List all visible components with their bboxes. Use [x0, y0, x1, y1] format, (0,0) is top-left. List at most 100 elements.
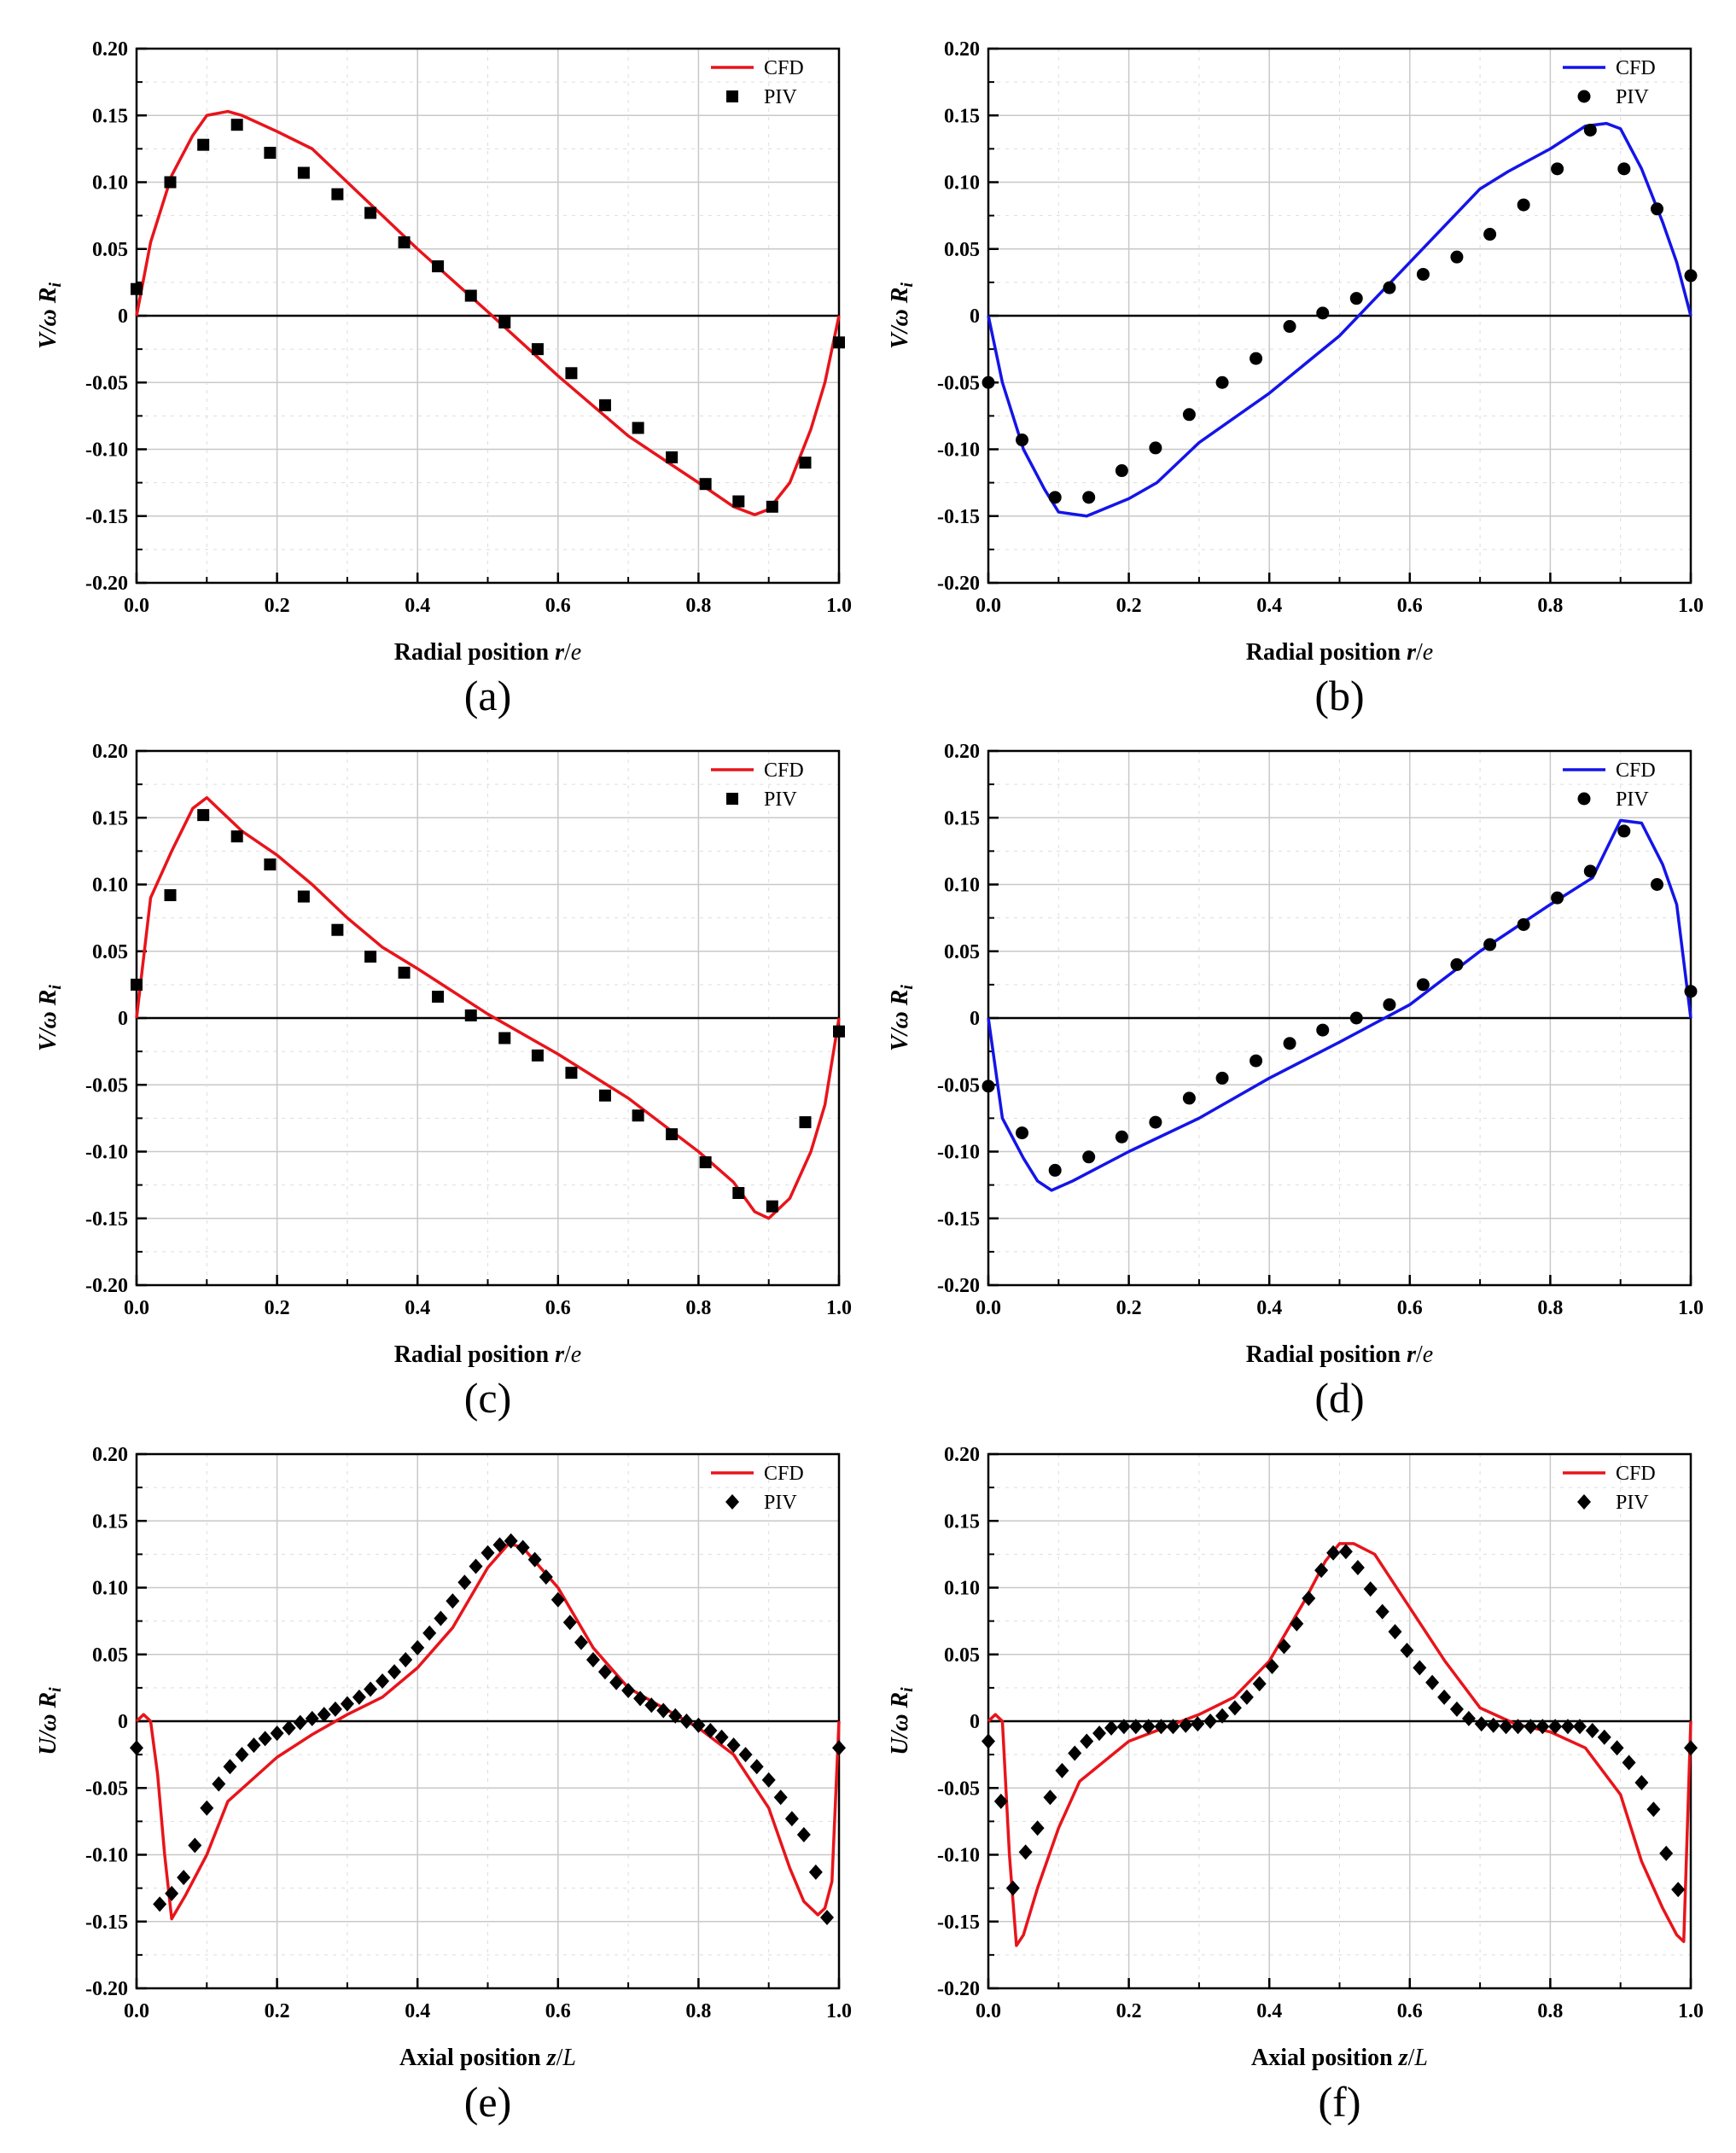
piv-point [1326, 1545, 1341, 1561]
piv-point [1375, 1603, 1389, 1620]
piv-point [331, 923, 344, 936]
piv-point [1128, 1719, 1143, 1735]
piv-point [766, 500, 778, 513]
piv-point [352, 1689, 366, 1705]
piv-point [1043, 1789, 1057, 1806]
piv-point [481, 1545, 495, 1561]
legend-label: CFD [764, 759, 804, 782]
x-tick-label: 0.0 [976, 1297, 1001, 1319]
piv-point [833, 336, 845, 349]
piv-point [1349, 1011, 1363, 1025]
piv-point [1684, 985, 1698, 998]
piv-point [1277, 1638, 1291, 1655]
piv-point [644, 1697, 659, 1714]
piv-point [1416, 267, 1430, 281]
piv-point [469, 1558, 483, 1574]
piv-point [773, 1789, 788, 1806]
y-axis-title: V/ω Ri [35, 282, 65, 349]
piv-point [1048, 1163, 1062, 1177]
x-tick-label: 0.6 [1397, 595, 1423, 617]
x-tick-label: 0.0 [976, 2000, 1001, 2022]
piv-point [1115, 464, 1128, 478]
piv-point [188, 1837, 202, 1853]
piv-point [993, 1793, 1008, 1809]
y-tick-label: 0.15 [92, 1510, 128, 1533]
piv-point [1474, 1716, 1488, 1732]
piv-point [1068, 1745, 1082, 1761]
piv-point [1250, 1054, 1263, 1068]
piv-point [1016, 434, 1029, 447]
legend-label: PIV [1616, 788, 1649, 811]
y-tick-label: 0.20 [92, 741, 128, 763]
y-tick-label: 0 [970, 1711, 980, 1733]
piv-point [1338, 1544, 1353, 1560]
piv-point [364, 207, 377, 219]
piv-point [1048, 491, 1062, 504]
y-tick-label: -0.05 [937, 1778, 980, 1800]
piv-point [1450, 957, 1464, 971]
piv-point [1551, 891, 1564, 905]
x-tick-label: 0.6 [545, 1297, 571, 1319]
y-tick-label: -0.05 [937, 372, 980, 394]
piv-point [1265, 1658, 1279, 1674]
x-tick-label: 0.8 [685, 595, 711, 617]
piv-point [1182, 1091, 1196, 1105]
piv-point [1400, 1643, 1414, 1659]
piv-point [1523, 1719, 1538, 1735]
y-tick-label: -0.10 [85, 1845, 128, 1867]
piv-point [714, 1729, 729, 1745]
piv-point [131, 282, 143, 295]
piv-point [1659, 1845, 1674, 1861]
piv-point [1191, 1716, 1205, 1732]
legend-label: CFD [1616, 759, 1656, 782]
piv-point [703, 1722, 718, 1738]
piv-point [766, 1200, 778, 1213]
piv-point [982, 375, 995, 389]
piv-point [1617, 824, 1631, 838]
piv-point [153, 1896, 167, 1912]
piv-point [1449, 1701, 1464, 1717]
x-tick-label: 0.2 [1116, 1297, 1142, 1319]
x-tick-label: 0.8 [1537, 2000, 1563, 2022]
legend-piv-swatch [726, 90, 738, 102]
piv-point [738, 1747, 753, 1763]
x-tick-label: 1.0 [826, 2000, 852, 2022]
piv-point [1302, 1591, 1316, 1607]
x-axis-title: Radial position r/e [1246, 639, 1433, 666]
y-tick-label: -0.15 [937, 506, 980, 528]
y-tick-label: 0.15 [944, 105, 980, 127]
panel-b: 0.0 0.2 0.4 0.6 0.8 1.0 0.20 0.15 0.10 0.05 0 -0.05… [887, 38, 1704, 719]
x-tick-label: 0.8 [1537, 1297, 1563, 1319]
piv-point [632, 1109, 644, 1122]
piv-point [1650, 878, 1663, 891]
piv-point [235, 1747, 249, 1763]
piv-point [422, 1625, 437, 1641]
x-axis-title: Axial position z/L [399, 2045, 576, 2071]
y-tick-label: 0.20 [944, 741, 980, 763]
piv-point [1560, 1719, 1575, 1735]
piv-point [574, 1634, 588, 1650]
x-axis-title: Radial position r/e [1246, 1341, 1433, 1368]
x-tick-label: 0.0 [124, 1297, 149, 1319]
piv-point [726, 1737, 741, 1754]
y-tick-label: -0.20 [85, 1275, 128, 1297]
legend-label: PIV [764, 86, 797, 108]
piv-point [551, 1591, 565, 1608]
piv-point [1583, 864, 1597, 878]
piv-point [258, 1731, 272, 1747]
y-tick-label: -0.20 [937, 1275, 980, 1297]
y-tick-label: 0.10 [92, 875, 128, 897]
x-tick-label: 1.0 [1678, 2000, 1704, 2022]
piv-point [364, 951, 377, 963]
piv-point [1092, 1725, 1107, 1742]
piv-point [585, 1652, 600, 1668]
piv-point [264, 147, 277, 160]
piv-point [1018, 1844, 1033, 1860]
legend-label: PIV [764, 1492, 797, 1514]
piv-point [1383, 281, 1396, 294]
piv-point [679, 1714, 694, 1729]
y-tick-label: 0.20 [944, 38, 980, 61]
y-tick-label: -0.10 [85, 439, 128, 462]
piv-point [1437, 1689, 1452, 1705]
x-tick-label: 0.8 [685, 2000, 711, 2022]
